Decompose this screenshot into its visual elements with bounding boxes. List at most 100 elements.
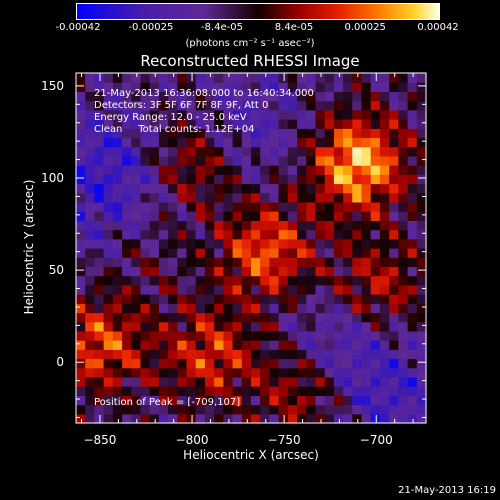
heatmap-cell — [278, 146, 289, 157]
heatmap-cell — [260, 395, 270, 406]
heatmap-cell — [315, 312, 326, 323]
heatmap-cell — [287, 413, 298, 424]
heatmap-cell — [158, 275, 169, 286]
heatmap-cell — [389, 404, 399, 415]
heatmap-cell — [306, 119, 317, 129]
heatmap-cell — [103, 183, 114, 194]
heatmap-cell — [214, 284, 224, 295]
heatmap-cell — [186, 340, 197, 350]
heatmap-cell — [287, 174, 298, 185]
heatmap-cell — [103, 257, 114, 267]
heatmap-cell — [269, 146, 280, 157]
heatmap-cell — [297, 229, 307, 240]
heatmap-cell — [315, 367, 326, 378]
heatmap-cell — [195, 128, 206, 139]
heatmap-cell — [306, 128, 317, 139]
heatmap-cell — [352, 100, 363, 111]
heatmap-cell — [112, 100, 123, 111]
heatmap-cell — [269, 404, 280, 415]
heatmap-cell — [389, 128, 399, 139]
heatmap-cell — [306, 358, 317, 369]
heatmap-cell — [149, 413, 160, 424]
heatmap-cell — [232, 82, 243, 92]
heatmap-cell — [343, 211, 353, 221]
heatmap-cell — [122, 330, 132, 341]
heatmap-cell — [361, 376, 372, 387]
heatmap-cell — [122, 238, 132, 249]
heatmap-cell — [251, 330, 261, 341]
heatmap-cell — [260, 294, 270, 304]
heatmap-cell — [260, 413, 270, 424]
heatmap-cell — [85, 155, 95, 166]
heatmap-cell — [186, 349, 197, 360]
heatmap-cell — [398, 211, 409, 221]
heatmap-cell — [278, 137, 289, 148]
heatmap-cell — [379, 119, 390, 129]
heatmap-cell — [177, 386, 188, 396]
heatmap-cell — [112, 413, 123, 424]
heatmap-cell — [407, 303, 418, 314]
heatmap-cell — [278, 91, 289, 102]
heatmap-cell — [204, 119, 215, 129]
heatmap-cell — [195, 220, 206, 231]
heatmap-cell — [251, 321, 261, 332]
heatmap-cell — [278, 358, 289, 369]
heatmap-cell — [370, 386, 381, 396]
heatmap-cell — [352, 266, 363, 277]
heatmap-cell — [416, 266, 427, 277]
heatmap-cell — [140, 100, 151, 111]
heatmap-cell — [379, 238, 390, 249]
heatmap-cell — [223, 137, 234, 148]
heatmap-cell — [379, 404, 390, 415]
heatmap-cell — [223, 91, 234, 102]
heatmap-cell — [407, 257, 418, 267]
heatmap-cell — [186, 73, 197, 83]
heatmap-cell — [278, 294, 289, 304]
heatmap-cell — [186, 413, 197, 424]
heatmap-cell — [177, 349, 188, 360]
heatmap-cell — [158, 294, 169, 304]
heatmap-cell — [343, 266, 353, 277]
heatmap-cell — [379, 100, 390, 111]
heatmap-cell — [287, 211, 298, 221]
heatmap-cell — [297, 376, 307, 387]
heatmap-cell — [140, 367, 151, 378]
heatmap-cell — [149, 321, 160, 332]
heatmap-cell — [112, 358, 123, 369]
heatmap-cell — [122, 201, 132, 212]
heatmap-cell — [112, 128, 123, 139]
heatmap-cell — [112, 266, 123, 277]
heatmap-cell — [94, 312, 105, 323]
heatmap-cell — [177, 183, 188, 194]
heatmap-cell — [361, 119, 372, 129]
heatmap-cell — [297, 128, 307, 139]
heatmap-cell — [112, 330, 123, 341]
heatmap-cell — [278, 330, 289, 341]
heatmap-cell — [379, 321, 390, 332]
heatmap-cell — [168, 119, 178, 129]
heatmap-cell — [168, 294, 178, 304]
heatmap-cell — [214, 73, 224, 83]
heatmap-cell — [85, 275, 95, 286]
heatmap-cell — [168, 128, 178, 139]
heatmap-cell — [407, 413, 418, 424]
heatmap-cell — [361, 294, 372, 304]
heatmap-cell — [251, 155, 261, 166]
heatmap-cell — [177, 284, 188, 295]
heatmap-cell — [343, 358, 353, 369]
heatmap-cell — [76, 119, 86, 129]
heatmap-cell — [251, 146, 261, 157]
heatmap-cell — [122, 257, 132, 267]
heatmap-cell — [85, 294, 95, 304]
heatmap-cell — [76, 183, 86, 194]
heatmap-cell — [352, 404, 363, 415]
heatmap-cell — [186, 100, 197, 111]
heatmap-cell — [389, 294, 399, 304]
heatmap-cell — [103, 349, 114, 360]
heatmap-cell — [131, 155, 142, 166]
heatmap-cell — [214, 155, 224, 166]
heatmap-cell — [204, 266, 215, 277]
heatmap-cell — [251, 404, 261, 415]
heatmap-cell — [287, 155, 298, 166]
x-axis-label: Heliocentric X (arcsec) — [183, 448, 319, 462]
